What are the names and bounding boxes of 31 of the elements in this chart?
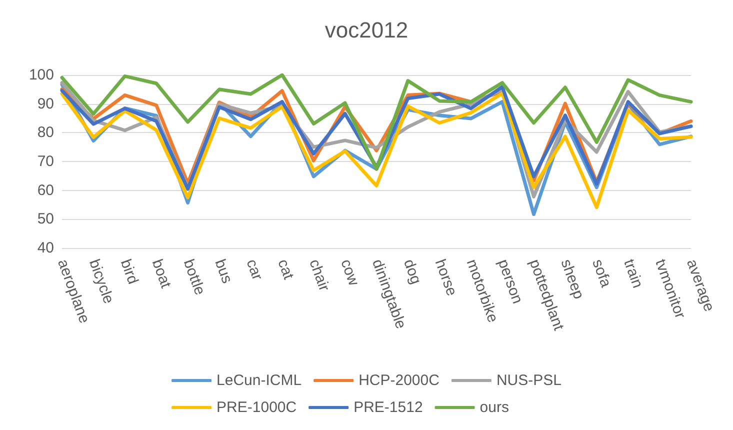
x-tick-label: boat: [148, 257, 175, 292]
y-tick-label: 60: [37, 182, 54, 199]
legend-label: HCP-2000C: [358, 372, 440, 389]
x-tick-label: bottle: [180, 257, 208, 298]
y-tick-label: 50: [37, 210, 54, 228]
y-tick-label: 40: [37, 240, 54, 256]
x-tick-label: horse: [431, 257, 460, 298]
x-tick-label: chair: [306, 257, 333, 294]
x-tick-label: train: [620, 257, 646, 290]
x-tick-label: car: [242, 257, 266, 282]
line-series: [60, 73, 693, 171]
y-tick-label: 80: [37, 124, 54, 142]
legend-label: PRE-1512: [354, 399, 423, 416]
legend-label: NUS-PSL: [496, 372, 562, 389]
y-tick-label: 100: [28, 66, 54, 84]
x-tick-label: sofa: [588, 257, 615, 290]
x-tick-label: dog: [400, 257, 424, 286]
legend-label: LeCun-ICML: [216, 372, 302, 389]
x-tick-label: cow: [337, 257, 362, 288]
x-tick-label: cat: [274, 257, 298, 282]
y-tick-label: 70: [37, 153, 54, 170]
x-tick-label: bird: [116, 257, 142, 286]
legend-label: ours: [480, 399, 509, 416]
y-tick-label: 90: [37, 95, 54, 112]
x-tick-label: person: [494, 257, 526, 306]
x-tick-label: bicycle: [85, 257, 118, 306]
x-tick-label: bus: [211, 257, 236, 286]
legend-label: PRE-1000C: [216, 399, 297, 416]
x-tick-label: sheep: [557, 257, 588, 302]
x-tick-label: average: [683, 257, 718, 314]
chart-title: voc2012: [324, 18, 408, 42]
